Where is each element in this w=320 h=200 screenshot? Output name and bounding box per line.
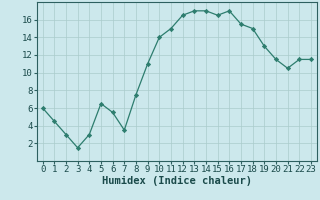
X-axis label: Humidex (Indice chaleur): Humidex (Indice chaleur) (102, 176, 252, 186)
